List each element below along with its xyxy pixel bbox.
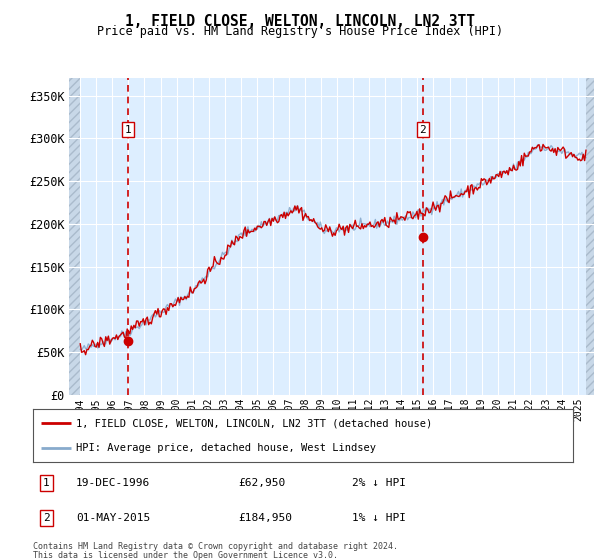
Text: 1, FIELD CLOSE, WELTON, LINCOLN, LN2 3TT: 1, FIELD CLOSE, WELTON, LINCOLN, LN2 3TT: [125, 14, 475, 29]
Text: This data is licensed under the Open Government Licence v3.0.: This data is licensed under the Open Gov…: [33, 551, 338, 560]
Text: Contains HM Land Registry data © Crown copyright and database right 2024.: Contains HM Land Registry data © Crown c…: [33, 542, 398, 551]
Text: 1% ↓ HPI: 1% ↓ HPI: [352, 513, 406, 523]
Text: 2% ↓ HPI: 2% ↓ HPI: [352, 478, 406, 488]
Text: £62,950: £62,950: [238, 478, 286, 488]
Text: HPI: Average price, detached house, West Lindsey: HPI: Average price, detached house, West…: [76, 442, 376, 452]
Text: Price paid vs. HM Land Registry's House Price Index (HPI): Price paid vs. HM Land Registry's House …: [97, 25, 503, 38]
Text: 2: 2: [419, 125, 426, 135]
Text: 01-MAY-2015: 01-MAY-2015: [76, 513, 151, 523]
Text: £184,950: £184,950: [238, 513, 292, 523]
Text: 1: 1: [43, 478, 50, 488]
Text: 2: 2: [43, 513, 50, 523]
Text: 1, FIELD CLOSE, WELTON, LINCOLN, LN2 3TT (detached house): 1, FIELD CLOSE, WELTON, LINCOLN, LN2 3TT…: [76, 418, 433, 428]
Text: 19-DEC-1996: 19-DEC-1996: [76, 478, 151, 488]
Text: 1: 1: [125, 125, 131, 135]
